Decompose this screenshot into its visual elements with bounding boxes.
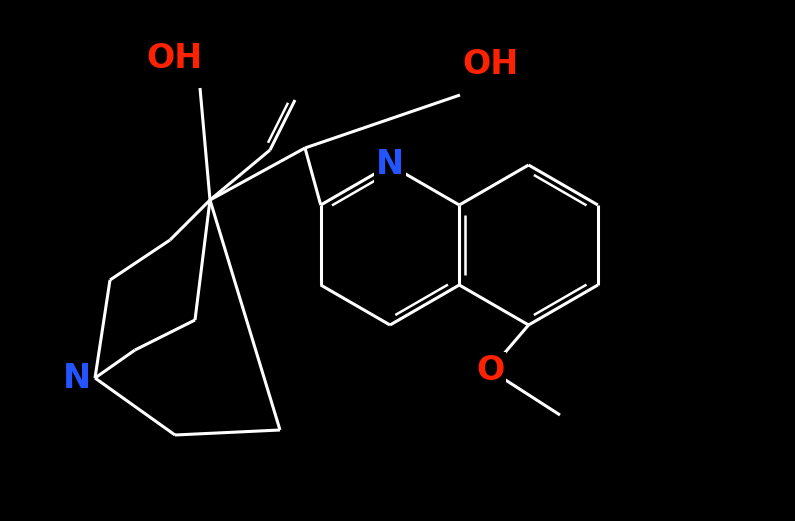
Text: OH: OH: [462, 48, 518, 81]
Text: N: N: [376, 148, 404, 181]
Text: N: N: [63, 362, 91, 394]
Text: O: O: [476, 354, 504, 387]
Text: OH: OH: [147, 42, 204, 75]
